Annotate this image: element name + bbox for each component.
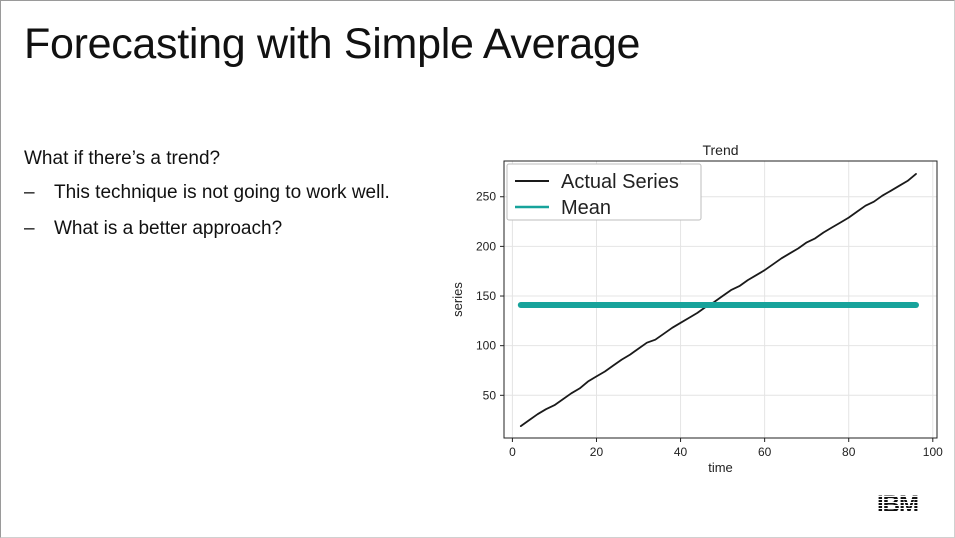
x-tick-label: 100: [923, 445, 943, 459]
y-tick-label: 100: [476, 339, 496, 353]
x-tick-label: 60: [758, 445, 772, 459]
legend-box: [506, 163, 702, 221]
y-tick-label: 50: [483, 388, 497, 402]
lead-question: What if there’s a trend?: [24, 148, 221, 169]
ibm-logo: IBM: [877, 491, 933, 520]
x-tick-label: 20: [590, 445, 604, 459]
trend-chart: 0 20 40 60 80 100 50 100 150 200 250 Trend time serie…: [448, 138, 948, 483]
legend-label: Mean: [561, 197, 611, 219]
y-tick-label: 150: [476, 289, 496, 303]
x-tick-label: 0: [509, 445, 516, 459]
y-tick-label: 250: [476, 190, 496, 204]
x-axis-label: time: [708, 460, 733, 475]
x-tick-label: 80: [842, 445, 856, 459]
bullet-list: What if there’s a trend? – This techniqu…: [24, 148, 390, 254]
actual-series-line: [519, 173, 917, 428]
legend-label: Actual Series: [561, 171, 679, 193]
bullet-marker: –: [24, 182, 35, 203]
plot-frame: [503, 160, 938, 439]
bullet-text: This technique is not going to work well…: [54, 182, 390, 203]
x-tick-label: 40: [674, 445, 688, 459]
y-tick-label: 200: [476, 239, 496, 253]
bullet-item: – This technique is not going to work we…: [24, 182, 390, 204]
chart-title: Trend: [702, 142, 738, 158]
bullet-marker: –: [24, 218, 35, 239]
bullet-text: What is a better approach?: [54, 218, 283, 239]
ibm-logo-text: IBM: [877, 491, 918, 515]
bullet-item: – What is a better approach?: [24, 218, 390, 240]
y-axis-label: series: [450, 282, 465, 317]
slide-title: Forecasting with Simple Average: [24, 20, 641, 68]
chart-svg: 0 20 40 60 80 100 50 100 150 200 250 Trend time serie…: [450, 142, 943, 475]
